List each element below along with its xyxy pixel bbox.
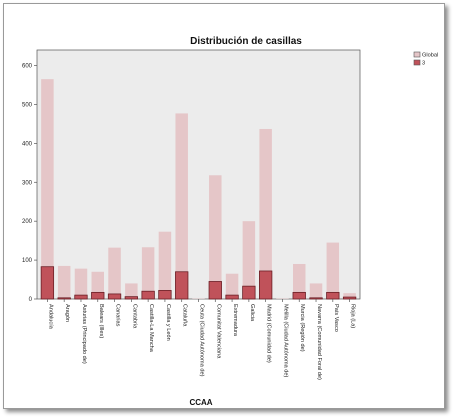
y-tick-label: 600 — [22, 64, 33, 70]
bar-3 — [225, 294, 239, 300]
bar-global — [326, 242, 340, 299]
bar-global — [141, 247, 155, 299]
bar-global — [292, 263, 306, 299]
chart: Distribución de casillas 0 100 200 300 400 50… — [22, 36, 438, 407]
bar-3 — [158, 290, 172, 300]
bar-3 — [124, 296, 138, 300]
x-tick-label: Balears (Illes) — [98, 304, 104, 338]
x-tick-label: Ceuta (Ciudad Autónoma de) — [199, 304, 205, 377]
series-global-bars — [41, 79, 356, 299]
bar-global — [158, 231, 172, 299]
x-tick-label: Rioja (La) — [350, 304, 356, 328]
bar-global — [175, 113, 188, 299]
bar-3 — [40, 266, 55, 300]
chart-frame: Distribución de casillas 0 100 200 300 400 50… — [3, 3, 445, 409]
y-tick-label: 500 — [22, 102, 33, 108]
y-tick-label: 100 — [22, 258, 33, 264]
series-3-bars — [40, 266, 357, 300]
bar-global — [259, 128, 272, 299]
x-tick-label: Andalucía — [47, 304, 53, 330]
bar-3 — [342, 296, 357, 300]
y-tick-label: 200 — [22, 219, 33, 225]
x-axis-title: CCAA — [189, 398, 212, 407]
bar-3 — [141, 290, 155, 300]
bar-global — [242, 221, 256, 299]
x-tick-label: Extremadura — [232, 304, 238, 337]
bar-global — [125, 283, 138, 299]
x-tick-label: Comunitat Valenciana — [215, 304, 221, 359]
x-tick-label: Galicia — [249, 304, 255, 322]
x-tick-label: Navarra (Comunidad Foral de) — [316, 304, 322, 380]
bar-3 — [208, 281, 222, 300]
legend: Global 3 — [413, 51, 438, 67]
bar-3 — [91, 291, 105, 300]
bar-global — [225, 273, 239, 299]
x-tick-label: Madrid (Comunidad de) — [266, 304, 272, 363]
bar-3 — [309, 297, 323, 300]
x-tick-label: Asturias (Principado de) — [81, 304, 87, 364]
bar-global — [57, 265, 71, 299]
bar-3 — [57, 297, 71, 300]
legend-label: Global — [422, 53, 438, 59]
x-tick-label: País Vasco — [333, 304, 339, 332]
bar-global — [209, 175, 222, 299]
x-tick-label: Cantabria — [131, 304, 137, 329]
y-tick-label: 0 — [29, 297, 33, 303]
bar-3 — [107, 293, 122, 300]
bar-global — [343, 293, 356, 299]
bar-3 — [326, 291, 340, 300]
x-tick-label: Melilla (Ciudad Autónoma de) — [282, 304, 288, 378]
bar-global — [309, 283, 323, 299]
chart-title: Distribución de casillas — [190, 36, 302, 47]
bar-global — [108, 247, 121, 299]
plot-area — [36, 49, 361, 300]
legend-swatch — [413, 59, 421, 66]
x-tick-label: Castilla-La Mancha — [148, 304, 154, 353]
x-axis: Andalucía Aragón Asturias (Principado de) B… — [47, 299, 356, 380]
bar-3 — [292, 291, 306, 300]
y-tick-label: 400 — [22, 141, 33, 147]
bar-3 — [259, 270, 273, 300]
x-tick-label: Aragón — [64, 304, 70, 322]
x-tick-label: Castilla y León — [165, 304, 171, 341]
y-axis: 0 100 200 300 400 500 600 — [22, 64, 37, 303]
bar-global — [74, 268, 88, 299]
bar-global — [41, 79, 54, 299]
x-tick-label: Cataluña — [182, 304, 188, 327]
bar-3 — [74, 294, 88, 300]
legend-label: 3 — [422, 61, 425, 67]
legend-swatch — [413, 51, 421, 58]
x-tick-label: Canarias — [115, 304, 121, 327]
bar-3 — [175, 271, 189, 300]
x-tick-label: Murcia (Región de) — [299, 304, 305, 352]
bar-3 — [242, 285, 256, 300]
y-tick-label: 300 — [22, 180, 33, 186]
